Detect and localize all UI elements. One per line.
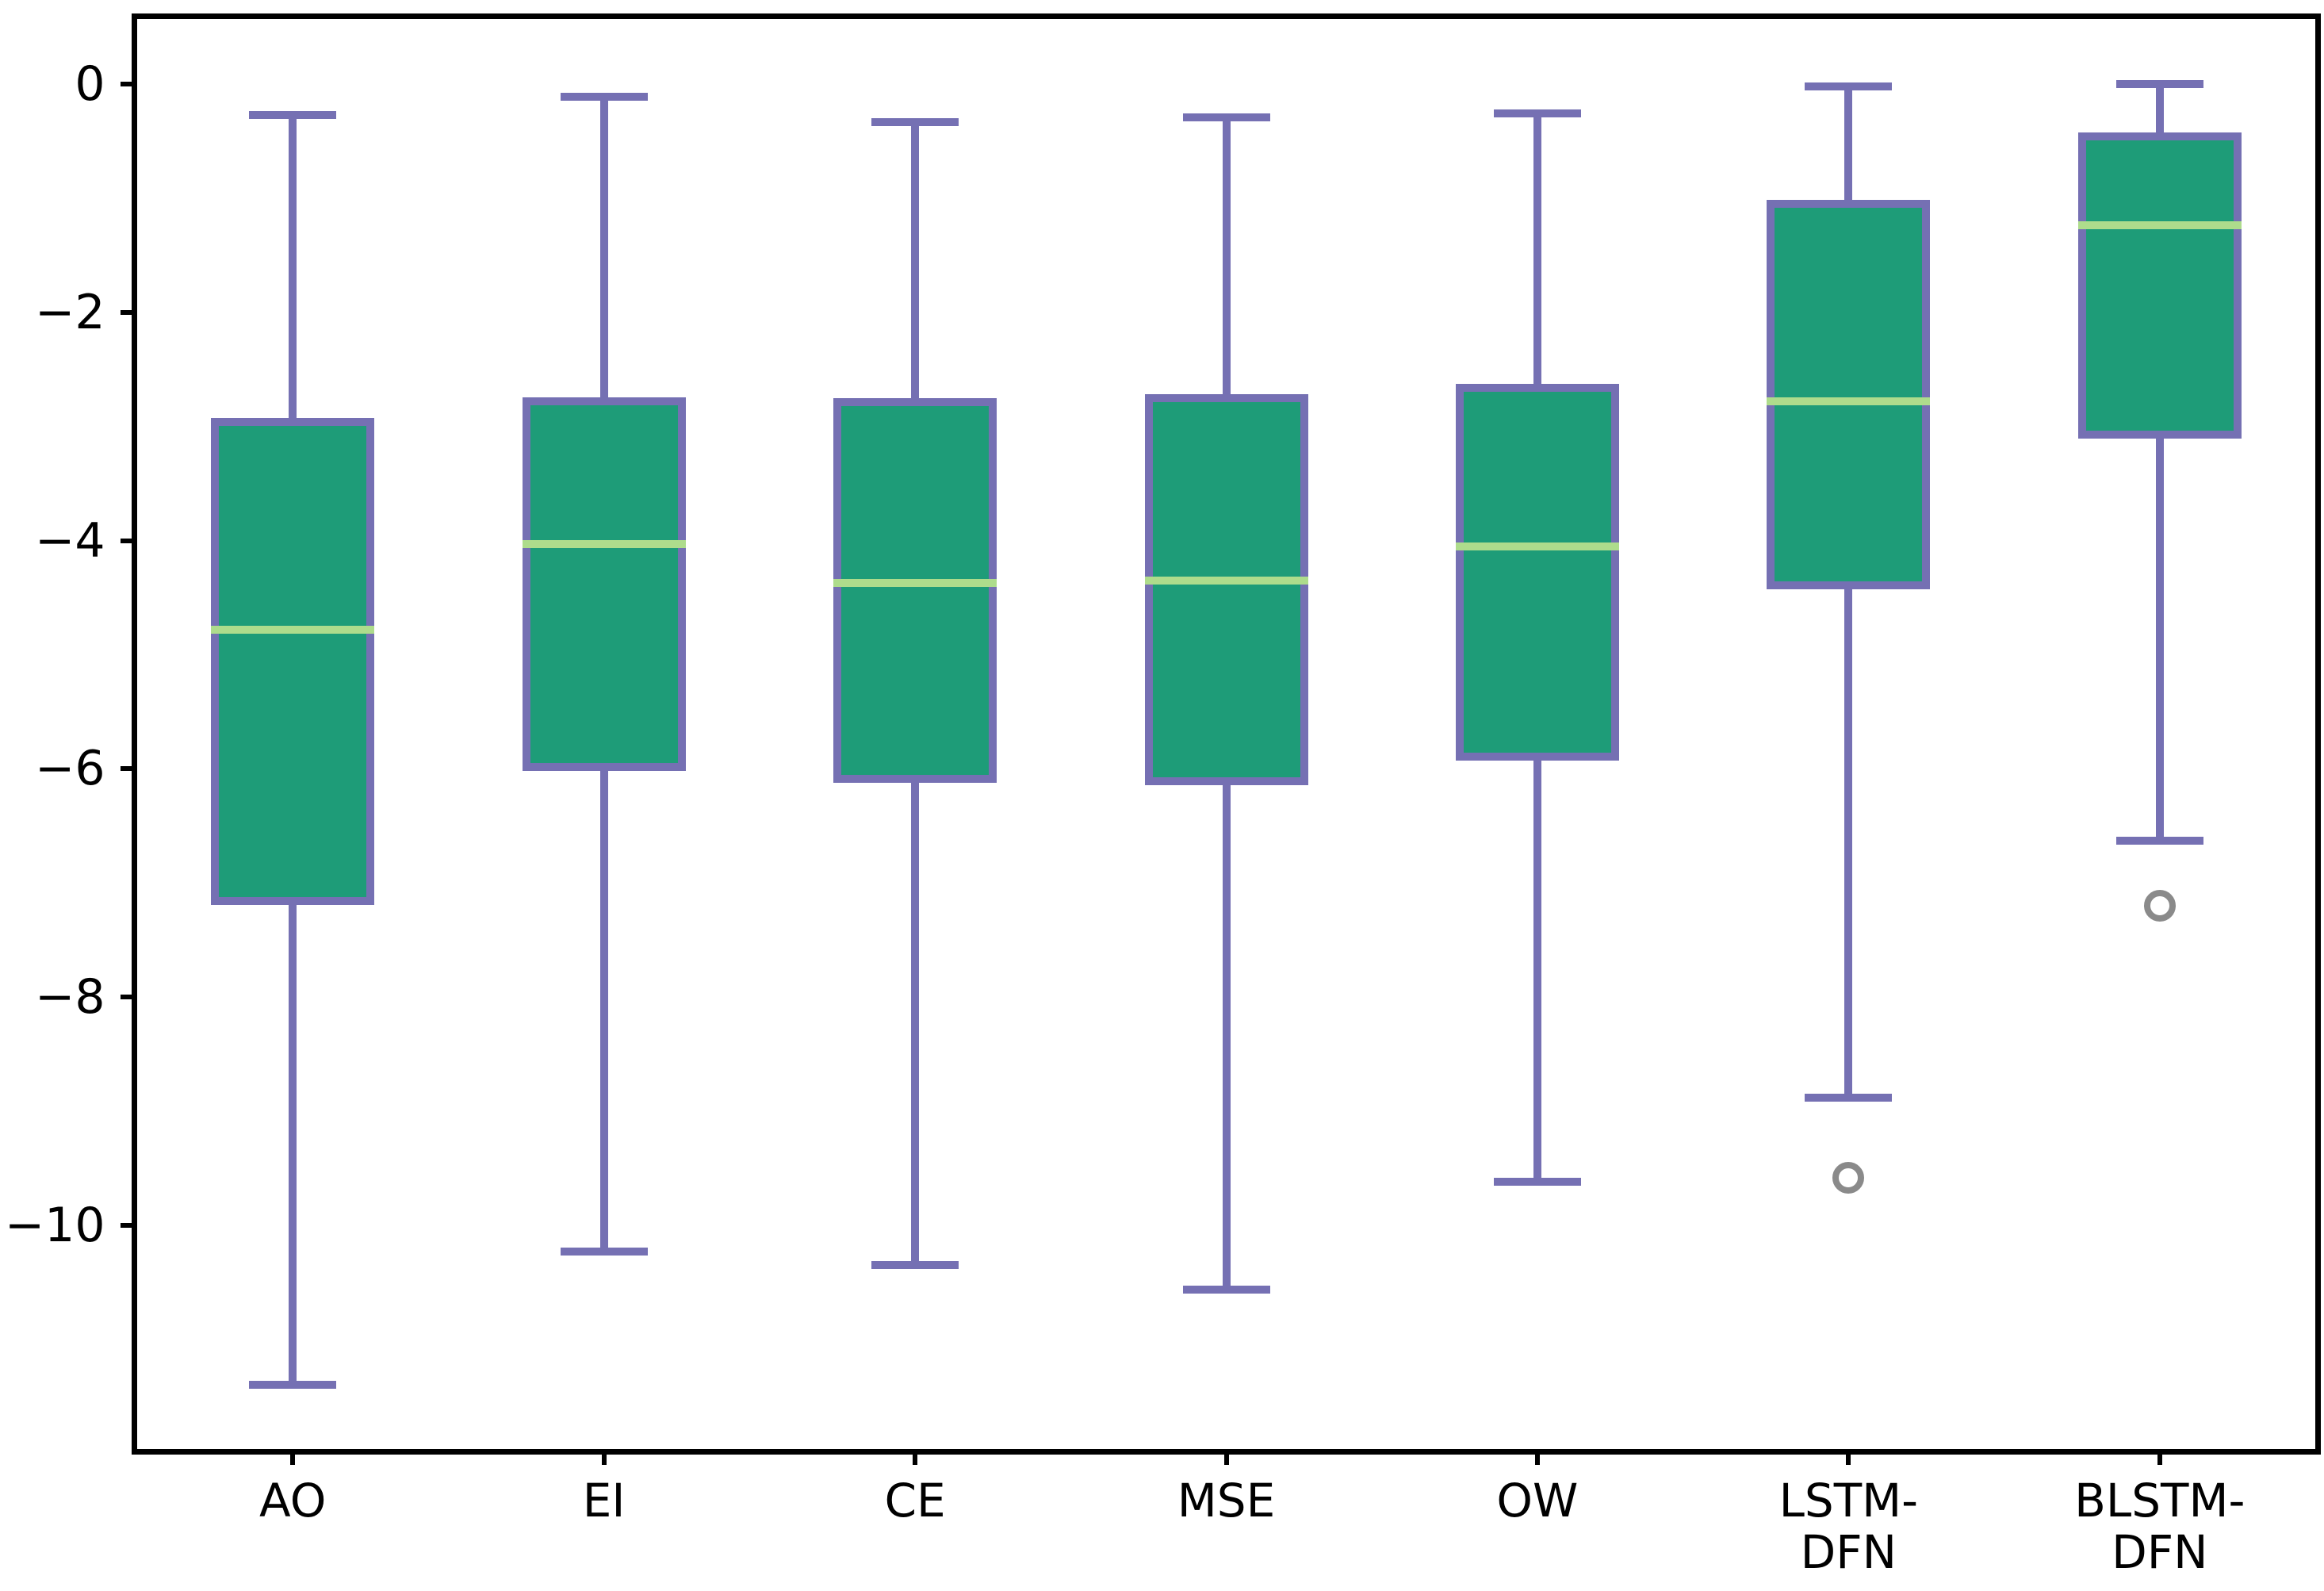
- y-axis-tick: [120, 538, 135, 543]
- whisker-lower: [2155, 434, 2164, 842]
- y-axis-tick-label: −8: [35, 969, 105, 1026]
- x-axis-tick: [1534, 1451, 1540, 1465]
- whisker-cap-upper: [249, 110, 337, 119]
- whisker-upper: [289, 114, 297, 422]
- y-axis-tick: [120, 82, 135, 87]
- whisker-lower: [911, 779, 920, 1266]
- x-axis-tick-label-line: DFN: [2112, 1525, 2208, 1579]
- x-axis-tick-label: AO: [150, 1475, 435, 1527]
- x-axis-tick-label: OW: [1395, 1475, 1680, 1527]
- median-line: [2077, 221, 2242, 230]
- median-line: [211, 625, 375, 634]
- whisker-upper: [1533, 113, 1541, 388]
- x-axis-tick: [2157, 1451, 2162, 1465]
- y-axis-tick: [120, 766, 135, 772]
- x-axis-tick-label: MSE: [1084, 1475, 1369, 1527]
- x-axis-tick-label-line: EI: [582, 1474, 626, 1528]
- whisker-lower: [1222, 781, 1231, 1290]
- x-axis-tick-label: LSTM- DFN: [1706, 1475, 1991, 1578]
- whisker-cap-upper: [560, 92, 648, 101]
- box-iqr: [833, 398, 997, 784]
- median-line: [522, 539, 686, 548]
- whisker-upper: [911, 121, 920, 403]
- box-iqr: [2077, 132, 2242, 439]
- whisker-upper: [1844, 86, 1853, 205]
- y-axis-tick: [120, 309, 135, 315]
- x-axis-tick: [290, 1451, 296, 1465]
- box-iqr: [1144, 393, 1308, 786]
- whisker-cap-lower: [2115, 837, 2203, 845]
- y-axis-tick-label: −6: [35, 741, 105, 797]
- median-line: [1144, 576, 1308, 585]
- outlier-marker: [1832, 1161, 1865, 1194]
- whisker-cap-lower: [1493, 1178, 1581, 1187]
- whisker-cap-upper: [871, 117, 959, 126]
- whisker-cap-lower: [1182, 1285, 1270, 1294]
- whisker-upper: [2155, 84, 2164, 137]
- y-axis-tick-label: −10: [4, 1197, 105, 1253]
- x-axis-tick-label-line: DFN: [1800, 1525, 1897, 1579]
- y-axis-tick: [120, 1222, 135, 1228]
- whisker-cap-lower: [1805, 1093, 1893, 1102]
- y-axis-tick-label: 0: [75, 56, 105, 113]
- box-iqr: [522, 397, 686, 771]
- x-axis-tick-label-line: OW: [1496, 1474, 1579, 1528]
- x-axis-tick: [601, 1451, 607, 1465]
- whisker-lower: [1533, 756, 1541, 1183]
- y-axis-tick-label: −2: [35, 284, 105, 340]
- median-line: [1767, 397, 1931, 406]
- y-axis-tick: [120, 995, 135, 1000]
- whisker-upper: [599, 96, 608, 402]
- x-axis-tick: [1846, 1451, 1851, 1465]
- y-axis-tick-label: −4: [35, 512, 105, 569]
- box-iqr: [1455, 383, 1619, 761]
- whisker-lower: [1844, 585, 1853, 1098]
- x-axis-tick-label: CE: [772, 1475, 1058, 1527]
- whisker-lower: [599, 766, 608, 1252]
- box-iqr: [1767, 200, 1931, 589]
- median-line: [833, 578, 997, 587]
- x-axis-tick-label-line: CE: [884, 1474, 946, 1528]
- x-axis-tick-label-line: MSE: [1177, 1474, 1276, 1528]
- whisker-cap-upper: [1493, 109, 1581, 118]
- whisker-cap-lower: [871, 1261, 959, 1270]
- x-axis-tick-label: EI: [461, 1475, 747, 1527]
- whisker-lower: [289, 901, 297, 1386]
- x-axis-tick: [1223, 1451, 1229, 1465]
- box-iqr: [211, 417, 375, 906]
- x-axis-tick-label-line: LSTM-: [1778, 1474, 1919, 1528]
- x-axis-tick-label-line: AO: [259, 1474, 327, 1528]
- whisker-cap-upper: [1805, 82, 1893, 90]
- median-line: [1455, 542, 1619, 550]
- x-axis-tick-label-line: BLSTM-: [2074, 1474, 2246, 1528]
- outlier-marker: [2143, 890, 2176, 922]
- whisker-upper: [1222, 117, 1231, 398]
- whisker-cap-upper: [1182, 113, 1270, 121]
- whisker-cap-upper: [2115, 80, 2203, 89]
- x-axis-tick: [913, 1451, 918, 1465]
- whisker-cap-lower: [249, 1381, 337, 1390]
- whisker-cap-lower: [560, 1248, 648, 1256]
- x-axis-tick-label: BLSTM- DFN: [2017, 1475, 2303, 1578]
